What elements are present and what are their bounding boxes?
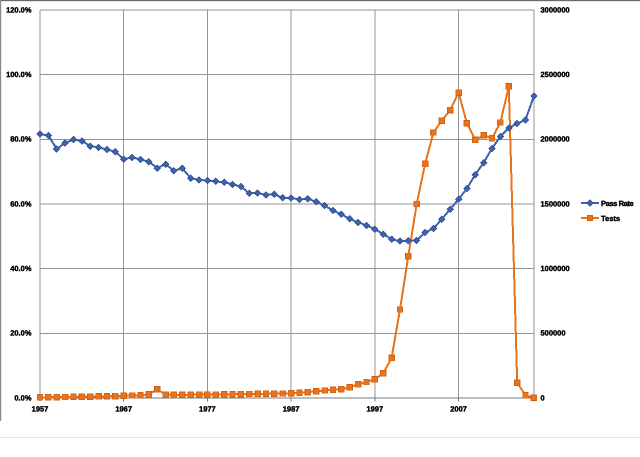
svg-text:1987: 1987	[283, 404, 300, 413]
svg-text:Pass Rate: Pass Rate	[601, 199, 633, 208]
svg-text:3000000: 3000000	[541, 5, 570, 14]
svg-text:1997: 1997	[366, 404, 383, 413]
svg-text:120.0%: 120.0%	[6, 5, 32, 14]
svg-text:2000000: 2000000	[541, 135, 570, 144]
svg-text:Tests: Tests	[601, 214, 620, 223]
svg-text:1000000: 1000000	[541, 264, 570, 273]
svg-text:1967: 1967	[115, 404, 132, 413]
svg-text:1957: 1957	[32, 404, 49, 413]
svg-text:40.0%: 40.0%	[10, 264, 32, 273]
svg-text:0: 0	[541, 393, 545, 402]
svg-text:20.0%: 20.0%	[10, 329, 32, 338]
svg-text:500000: 500000	[541, 329, 566, 338]
svg-text:0.0%: 0.0%	[14, 393, 31, 402]
svg-text:100.0%: 100.0%	[6, 70, 32, 79]
svg-text:2007: 2007	[450, 404, 467, 413]
svg-text:1977: 1977	[199, 404, 216, 413]
svg-text:1500000: 1500000	[541, 199, 570, 208]
svg-text:80.0%: 80.0%	[10, 135, 32, 144]
svg-text:2500000: 2500000	[541, 70, 570, 79]
svg-text:60.0%: 60.0%	[10, 199, 32, 208]
